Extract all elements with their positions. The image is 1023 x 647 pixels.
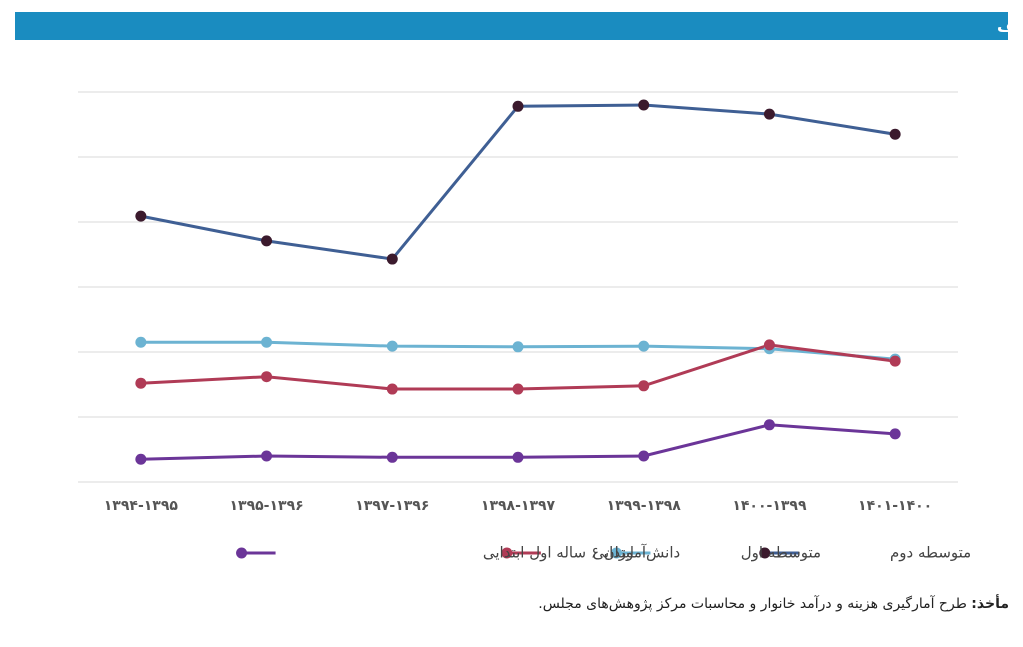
data-point <box>386 451 398 463</box>
x-tick-label: ۱۳۹۴-۱۳۹۵ <box>104 498 179 514</box>
source-text: طرح آمارگیری هزینه و درآمد خانوار و محاس… <box>538 596 967 612</box>
data-point <box>763 339 775 351</box>
data-point <box>889 355 901 367</box>
data-point <box>512 341 524 353</box>
x-tick-label: ۱۳۹۹-۱۳۹۸ <box>607 498 682 514</box>
legend-label: متوسطه دوم <box>890 544 971 562</box>
data-point <box>135 377 147 389</box>
data-point <box>386 253 398 265</box>
legend-label: دانش‌آموزان ۶ ساله اول ابتدایی <box>483 544 680 562</box>
x-tick-label: ۱۳۹۷-۱۳۹۶ <box>355 498 429 514</box>
data-point <box>763 108 775 120</box>
data-point <box>512 383 524 395</box>
legend-label: متوسطه اول <box>741 544 821 562</box>
legend-marker <box>236 547 248 559</box>
legend-label: ابتدایی <box>592 544 634 562</box>
data-point <box>261 235 273 247</box>
series-line <box>140 103 896 261</box>
data-point <box>261 336 273 348</box>
x-tick-label: ۱۳۹۸-۱۳۹۷ <box>481 498 556 514</box>
data-point <box>638 450 650 462</box>
chart-title: شکل ۳. نمودار روند میزان بازماندگان از ت… <box>997 17 1023 36</box>
data-point <box>386 340 398 352</box>
source-note: مأخذ: طرح آمارگیری هزینه و درآمد خانوار … <box>538 596 1009 612</box>
data-point <box>261 450 273 462</box>
x-tick-label: ۱۳۹۵-۱۳۹۶ <box>229 498 303 514</box>
title-bar <box>15 12 1008 40</box>
data-point <box>512 100 524 112</box>
x-tick-label: ۱۴۰۰-۱۳۹۹ <box>732 498 807 514</box>
data-point <box>638 340 650 352</box>
data-point <box>261 371 273 383</box>
data-point <box>135 210 147 222</box>
data-point <box>135 336 147 348</box>
source-label: مأخذ: <box>971 596 1009 612</box>
data-point <box>512 451 524 463</box>
data-point <box>889 428 901 440</box>
data-point <box>135 453 147 465</box>
legend-marker <box>759 547 771 559</box>
data-point <box>386 383 398 395</box>
x-tick-label: ۱۴۰۱-۱۴۰۰ <box>858 498 932 514</box>
data-point <box>638 380 650 392</box>
data-point <box>889 128 901 140</box>
data-point <box>638 99 650 111</box>
legend-marker <box>610 547 622 559</box>
data-point <box>763 419 775 431</box>
legend-marker <box>501 547 513 559</box>
